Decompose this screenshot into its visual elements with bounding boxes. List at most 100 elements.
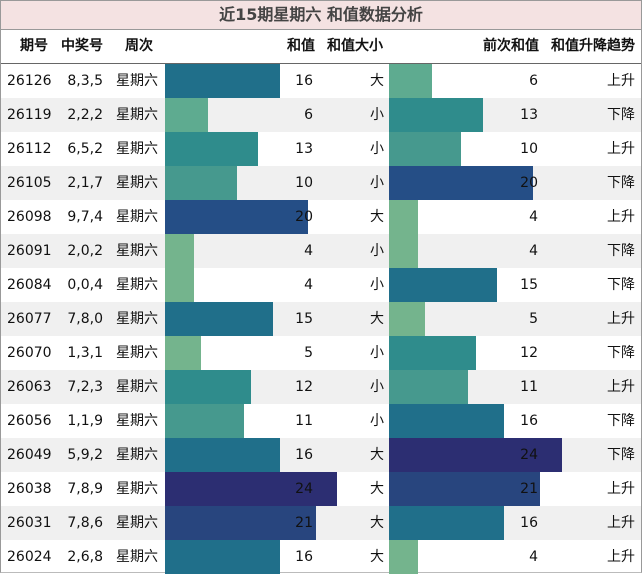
prev-sum-cell: 4 (529, 209, 538, 225)
prev-sum-cell: 10 (520, 141, 538, 157)
sum-bar (165, 438, 280, 472)
prev-sum-cell: 4 (529, 243, 538, 259)
sum-bar (165, 404, 244, 438)
period-cell: 26119 (7, 107, 52, 123)
header-sum: 和值 (287, 38, 315, 54)
trend-cell: 下降 (607, 413, 635, 429)
period-cell: 26112 (7, 141, 52, 157)
table-row: 26119 2,2,2 星期六 6 小 13 下降 (1, 98, 641, 132)
sum-cell: 24 (295, 481, 313, 497)
numbers-cell: 2,2,2 (67, 107, 103, 123)
numbers-cell: 6,5,2 (67, 141, 103, 157)
prev-sum-bar (389, 472, 540, 506)
weekday-cell: 星期六 (116, 277, 158, 293)
header-period: 期号 (20, 38, 48, 54)
prev-sum-bar (389, 234, 418, 268)
sum-cell: 20 (295, 209, 313, 225)
sum-bar (165, 132, 258, 166)
trend-cell: 上升 (607, 515, 635, 531)
numbers-cell: 2,0,2 (67, 243, 103, 259)
weekday-cell: 星期六 (116, 141, 158, 157)
sum-cell: 15 (295, 311, 313, 327)
sum-cell: 4 (304, 243, 313, 259)
prev-sum-bar (389, 98, 483, 132)
sum-cell: 6 (304, 107, 313, 123)
period-cell: 26105 (7, 175, 52, 191)
size-cell: 大 (370, 73, 384, 89)
sum-bar (165, 166, 237, 200)
prev-sum-bar (389, 302, 425, 336)
weekday-cell: 星期六 (116, 515, 158, 531)
weekday-cell: 星期六 (116, 311, 158, 327)
size-cell: 小 (370, 345, 384, 361)
prev-sum-cell: 16 (520, 413, 538, 429)
period-cell: 26091 (7, 243, 52, 259)
sum-bar (165, 268, 194, 302)
prev-sum-cell: 12 (520, 345, 538, 361)
weekday-cell: 星期六 (116, 243, 158, 259)
period-cell: 26126 (7, 73, 52, 89)
header-size: 和值大小 (327, 38, 383, 54)
prev-sum-cell: 20 (520, 175, 538, 191)
table-body: 26126 8,3,5 星期六 16 大 6 上升 26119 2,2,2 星期六 6 小 13 下降 26… (1, 64, 641, 574)
prev-sum-bar (389, 166, 533, 200)
table-row: 26105 2,1,7 星期六 10 小 20 下降 (1, 166, 641, 200)
table-title: 近15期星期六 和值数据分析 (1, 0, 641, 30)
sum-cell: 16 (295, 447, 313, 463)
sum-cell: 13 (295, 141, 313, 157)
size-cell: 小 (370, 379, 384, 395)
table-row: 26024 2,6,8 星期六 16 大 4 上升 (1, 540, 641, 574)
size-cell: 小 (370, 175, 384, 191)
numbers-cell: 7,2,3 (67, 379, 103, 395)
size-cell: 大 (370, 549, 384, 565)
prev-sum-cell: 5 (529, 311, 538, 327)
sum-bar (165, 506, 316, 540)
sum-bar (165, 200, 308, 234)
weekday-cell: 星期六 (116, 73, 158, 89)
trend-cell: 下降 (607, 277, 635, 293)
prev-sum-cell: 24 (520, 447, 538, 463)
table-row: 26084 0,0,4 星期六 4 小 15 下降 (1, 268, 641, 302)
size-cell: 大 (370, 481, 384, 497)
sum-cell: 16 (295, 73, 313, 89)
trend-cell: 上升 (607, 73, 635, 89)
numbers-cell: 0,0,4 (67, 277, 103, 293)
size-cell: 小 (370, 413, 384, 429)
numbers-cell: 2,1,7 (67, 175, 103, 191)
numbers-cell: 2,6,8 (67, 549, 103, 565)
sum-bar (165, 98, 208, 132)
trend-cell: 下降 (607, 345, 635, 361)
period-cell: 26038 (7, 481, 52, 497)
period-cell: 26098 (7, 209, 52, 225)
trend-cell: 上升 (607, 141, 635, 157)
table-row: 26126 8,3,5 星期六 16 大 6 上升 (1, 64, 641, 98)
trend-cell: 下降 (607, 107, 635, 123)
weekday-cell: 星期六 (116, 549, 158, 565)
header-weekday: 周次 (125, 38, 153, 54)
size-cell: 小 (370, 141, 384, 157)
prev-sum-cell: 4 (529, 549, 538, 565)
sum-bar (165, 64, 280, 98)
sum-bar (165, 302, 273, 336)
size-cell: 小 (370, 107, 384, 123)
sum-cell: 16 (295, 549, 313, 565)
numbers-cell: 7,8,6 (67, 515, 103, 531)
weekday-cell: 星期六 (116, 413, 158, 429)
trend-cell: 上升 (607, 481, 635, 497)
period-cell: 26056 (7, 413, 52, 429)
numbers-cell: 5,9,2 (67, 447, 103, 463)
sum-cell: 11 (295, 413, 313, 429)
table-row: 26038 7,8,9 星期六 24 大 21 上升 (1, 472, 641, 506)
size-cell: 大 (370, 311, 384, 327)
size-cell: 大 (370, 209, 384, 225)
table-row: 26098 9,7,4 星期六 20 大 4 上升 (1, 200, 641, 234)
sum-bar (165, 540, 280, 574)
numbers-cell: 9,7,4 (67, 209, 103, 225)
prev-sum-cell: 11 (520, 379, 538, 395)
period-cell: 26063 (7, 379, 52, 395)
trend-cell: 上升 (607, 549, 635, 565)
table-row: 26049 5,9,2 星期六 16 大 24 下降 (1, 438, 641, 472)
prev-sum-cell: 15 (520, 277, 538, 293)
numbers-cell: 7,8,0 (67, 311, 103, 327)
prev-sum-bar (389, 540, 418, 574)
